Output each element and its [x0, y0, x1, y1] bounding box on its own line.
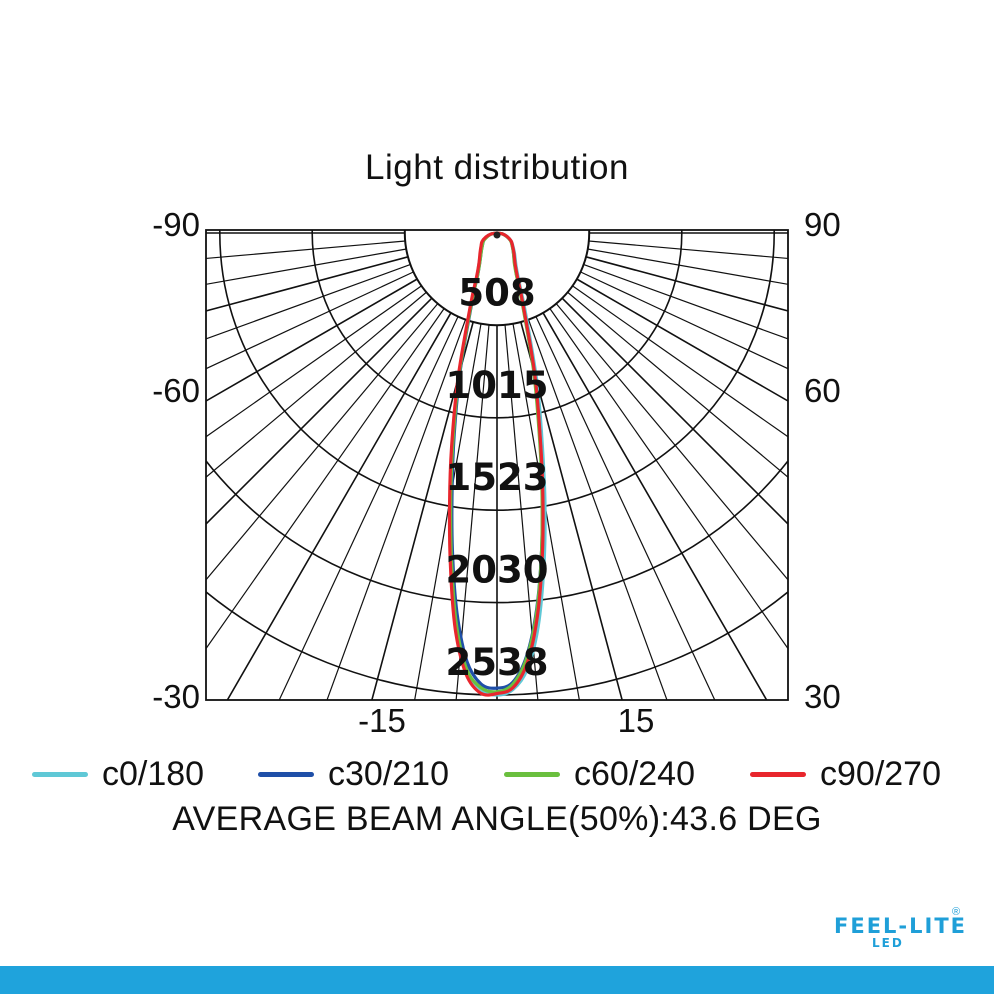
source-point [493, 231, 501, 239]
radial-tick-label: 1523 [446, 456, 549, 499]
grid-spoke [206, 278, 418, 402]
footer-band [0, 966, 994, 994]
grid-spoke [520, 321, 623, 700]
left-angle-label: -60 [152, 372, 200, 409]
legend-swatch-c60 [504, 771, 560, 777]
legend-swatch-c0 [32, 771, 88, 777]
polar-grid [206, 230, 788, 700]
grid-spoke [583, 263, 788, 340]
grid-spoke [206, 285, 422, 438]
radial-tick-label: 508 [458, 271, 535, 314]
grid-spoke [567, 291, 788, 478]
grid-spoke [206, 297, 433, 526]
grid-spoke [542, 312, 768, 700]
grid-spoke [527, 319, 668, 700]
right-angle-label: 60 [804, 372, 841, 409]
brand-logo: FEEL-LITE LED ® [828, 906, 968, 956]
grid-spoke [504, 324, 539, 700]
grid-spoke [588, 240, 788, 260]
grid-spoke [206, 291, 427, 478]
right-angle-label: 90 [804, 206, 841, 243]
beam-angle-note: AVERAGE BEAM ANGLE(50%):43.6 DEG [172, 800, 822, 838]
legend-item-c60: c60/240 [504, 752, 695, 796]
grid-spoke [455, 324, 490, 700]
axis-labels: 508 1015 1523 2030 2538 -90 -60 -30 90 60 30 -15 15 [152, 206, 840, 739]
bottom-angle-label: 15 [618, 702, 655, 739]
inner-blank [404, 230, 590, 326]
legend: c0/180 c30/210 c60/240 c90/270 [0, 752, 994, 796]
legend-label-c30: c30/210 [328, 754, 449, 793]
grid-spoke [206, 240, 406, 260]
grid-spoke [206, 271, 414, 370]
grid-spoke [206, 263, 411, 340]
radial-tick-label: 1015 [446, 364, 549, 407]
grid-spoke [326, 319, 467, 700]
left-angle-label: -30 [152, 678, 200, 715]
series-curves [447, 231, 547, 697]
logo-sub-text: LED [872, 936, 904, 950]
grid-spoke [580, 271, 788, 370]
grid-spoke [555, 303, 788, 581]
legend-label-c60: c60/240 [574, 754, 695, 793]
grid-spoke [585, 256, 788, 312]
radial-tick-label: 2538 [446, 641, 549, 684]
registered-mark: ® [952, 906, 961, 918]
legend-item-c90: c90/270 [750, 752, 941, 796]
grid-spoke [206, 308, 445, 650]
legend-swatch-c90 [750, 771, 806, 777]
grid-spoke [206, 256, 409, 312]
grid-spoke [587, 248, 788, 285]
grid-spoke [278, 316, 459, 700]
left-angle-label: -90 [152, 206, 200, 243]
series-curve-c90-270 [447, 231, 545, 697]
legend-item-c30: c30/210 [258, 752, 449, 796]
grid-spoke [549, 308, 788, 650]
grid-spoke [576, 278, 788, 402]
grid-spoke [572, 285, 788, 438]
radial-tick-label: 2030 [446, 549, 549, 592]
grid-spoke [561, 297, 788, 526]
legend-label-c0: c0/180 [102, 754, 205, 793]
grid-spoke [226, 312, 452, 700]
legend-item-c0: c0/180 [32, 752, 204, 796]
bottom-angle-label: -15 [358, 702, 406, 739]
legend-swatch-c30 [258, 771, 314, 777]
right-angle-label: 30 [804, 678, 841, 715]
grid-spoke [371, 321, 474, 700]
chart-frame [205, 229, 789, 701]
chart-title: Light distribution [365, 148, 629, 187]
grid-spoke [414, 323, 482, 700]
legend-label-c90: c90/270 [820, 754, 941, 793]
grid-spoke [206, 248, 407, 285]
grid-spoke [535, 316, 716, 700]
grid-spoke [512, 323, 580, 700]
logo-main-text: FEEL-LITE [834, 914, 967, 938]
grid-spoke [206, 303, 439, 581]
